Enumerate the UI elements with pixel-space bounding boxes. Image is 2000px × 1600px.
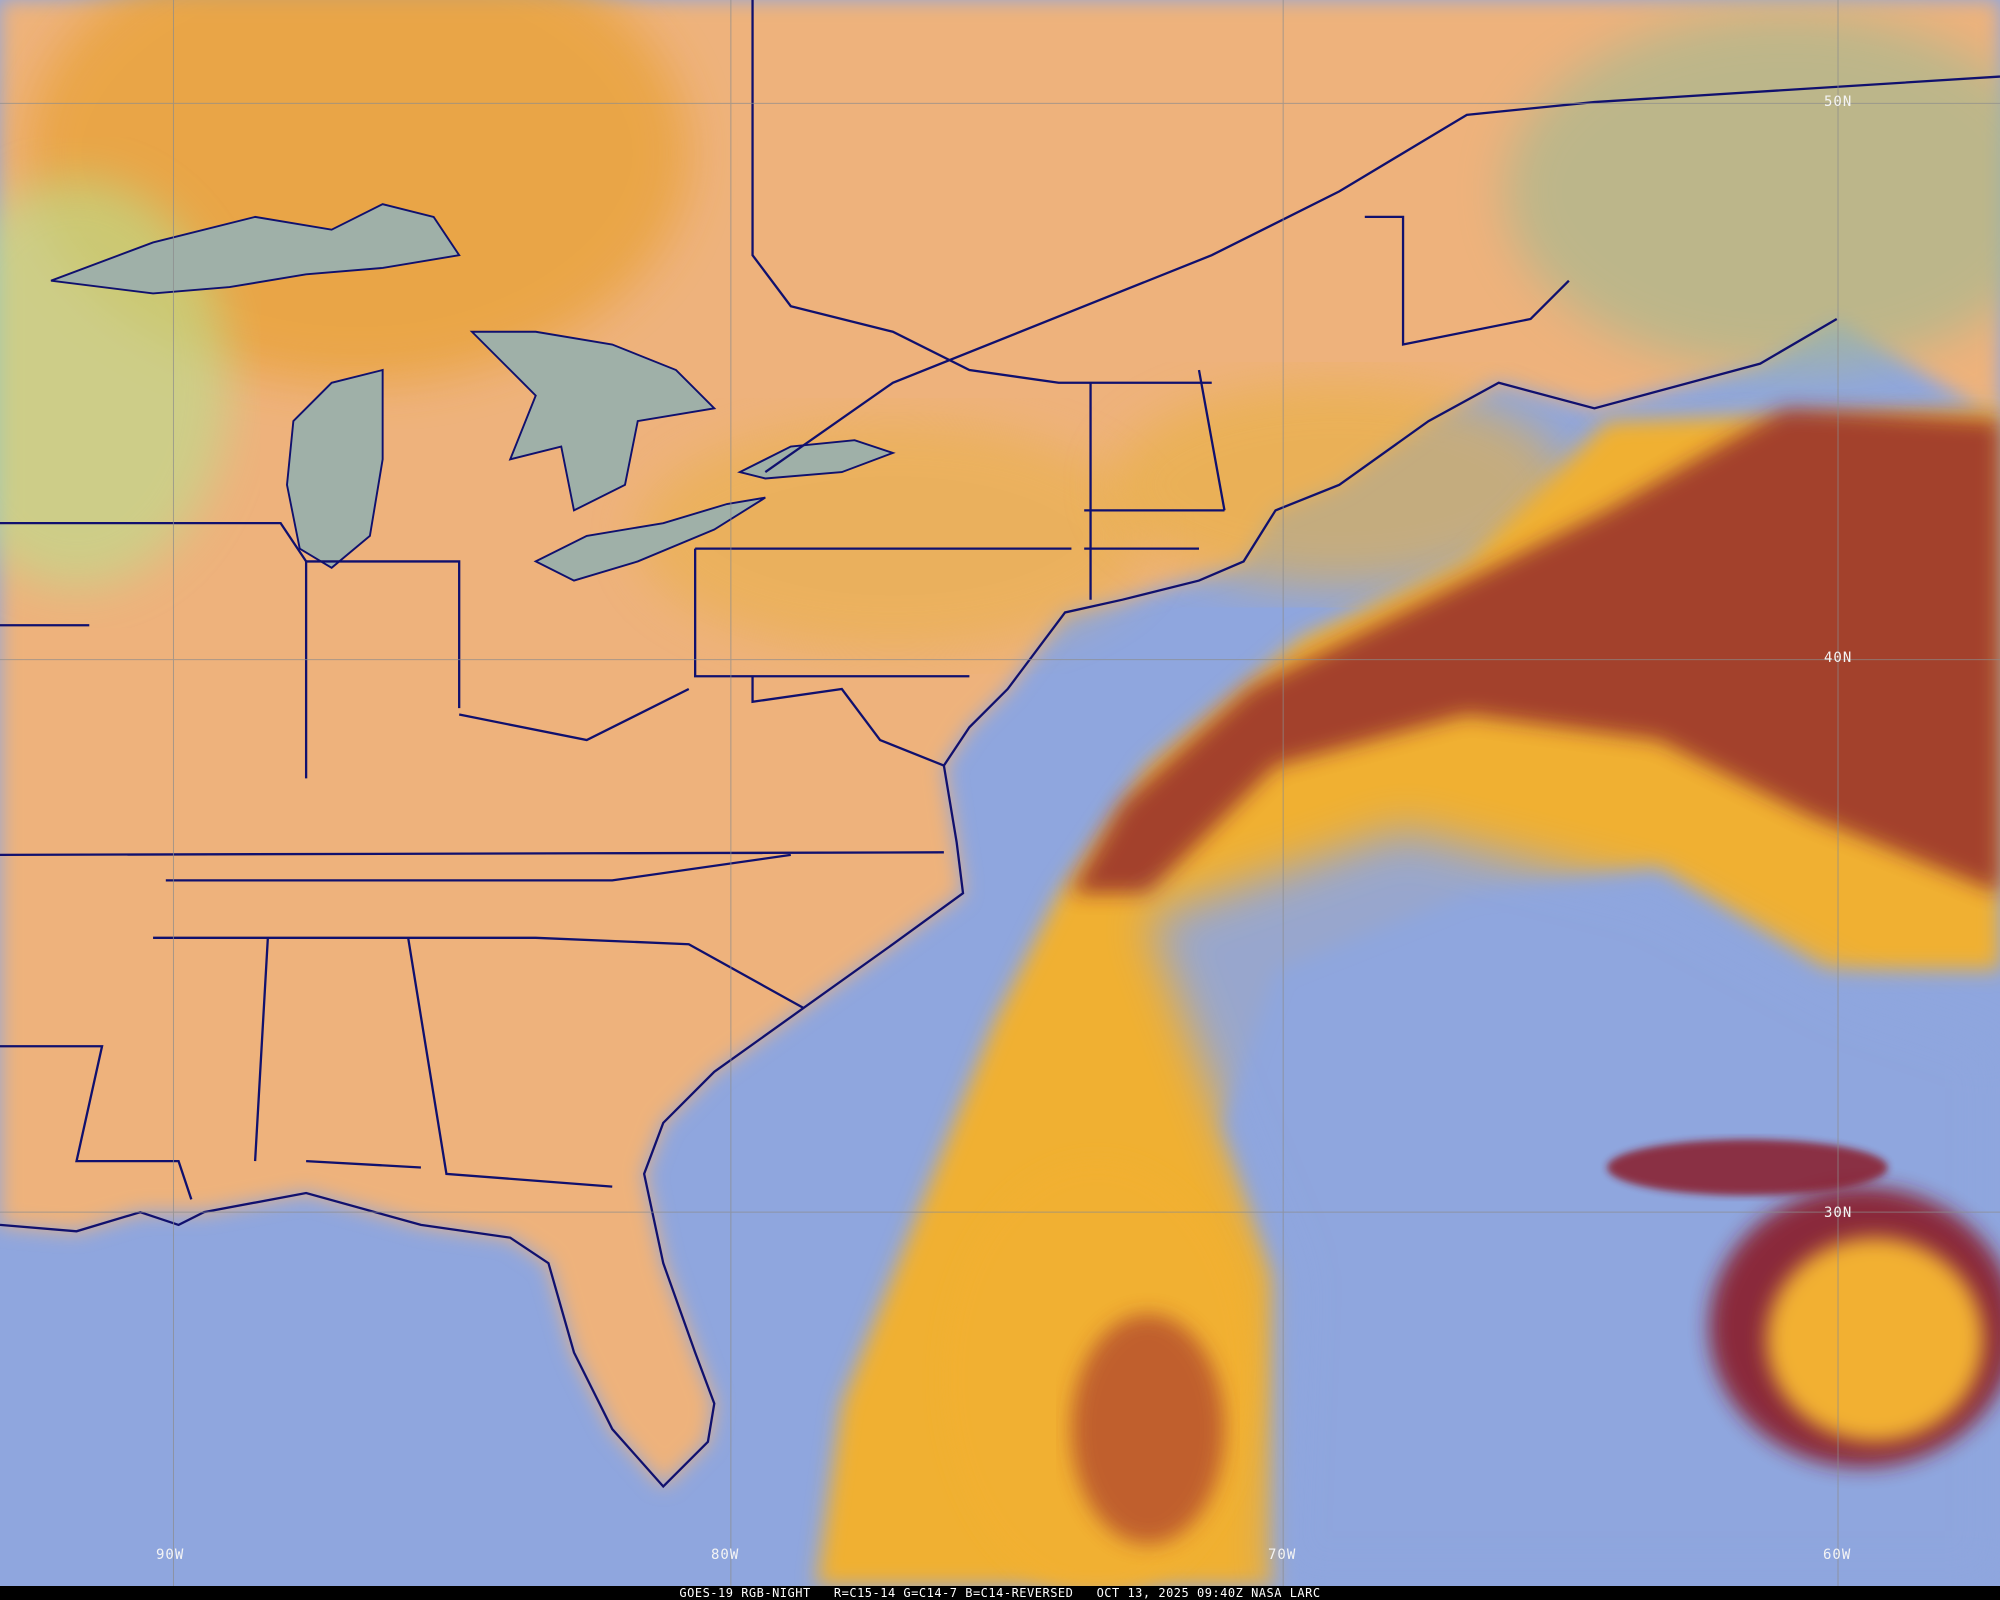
lat-label-30n: 30N: [1824, 1205, 1853, 1221]
great-lakes: [50, 203, 896, 582]
caption-credit: NASA LARC: [1251, 1586, 1321, 1600]
lon-label-80w: 80W: [711, 1547, 740, 1563]
lon-label-60w: 60W: [1823, 1547, 1852, 1563]
caption-recipe: R=C15-14 G=C14-7 B=C14-REVERSED: [833, 1586, 1074, 1600]
cloud-area: [1505, 12, 2000, 370]
lat-label-50n: 50N: [1824, 94, 1853, 110]
lon-label-70w: 70W: [1268, 1547, 1297, 1563]
coastlines-and-borders: [0, 0, 2000, 1489]
caption-time: OCT 13, 2025 09:40Z: [1096, 1586, 1244, 1600]
cloud-cluster: [1071, 1314, 1225, 1544]
lat-label-40n: 40N: [1824, 650, 1853, 666]
storm-system-core: [1766, 1237, 1984, 1442]
caption-satellite: GOES-19 RGB-NIGHT: [679, 1586, 811, 1600]
land-area: [0, 0, 2000, 1487]
frontal-cloud-core: [1071, 408, 2000, 894]
storm-system-arm: [1607, 1139, 1888, 1196]
image-caption-bar: GOES-19 RGB-NIGHT R=C15-14 G=C14-7 B=C14…: [0, 1586, 2000, 1600]
lon-label-90w: 90W: [156, 1547, 185, 1563]
cloud-area: [637, 421, 1148, 651]
